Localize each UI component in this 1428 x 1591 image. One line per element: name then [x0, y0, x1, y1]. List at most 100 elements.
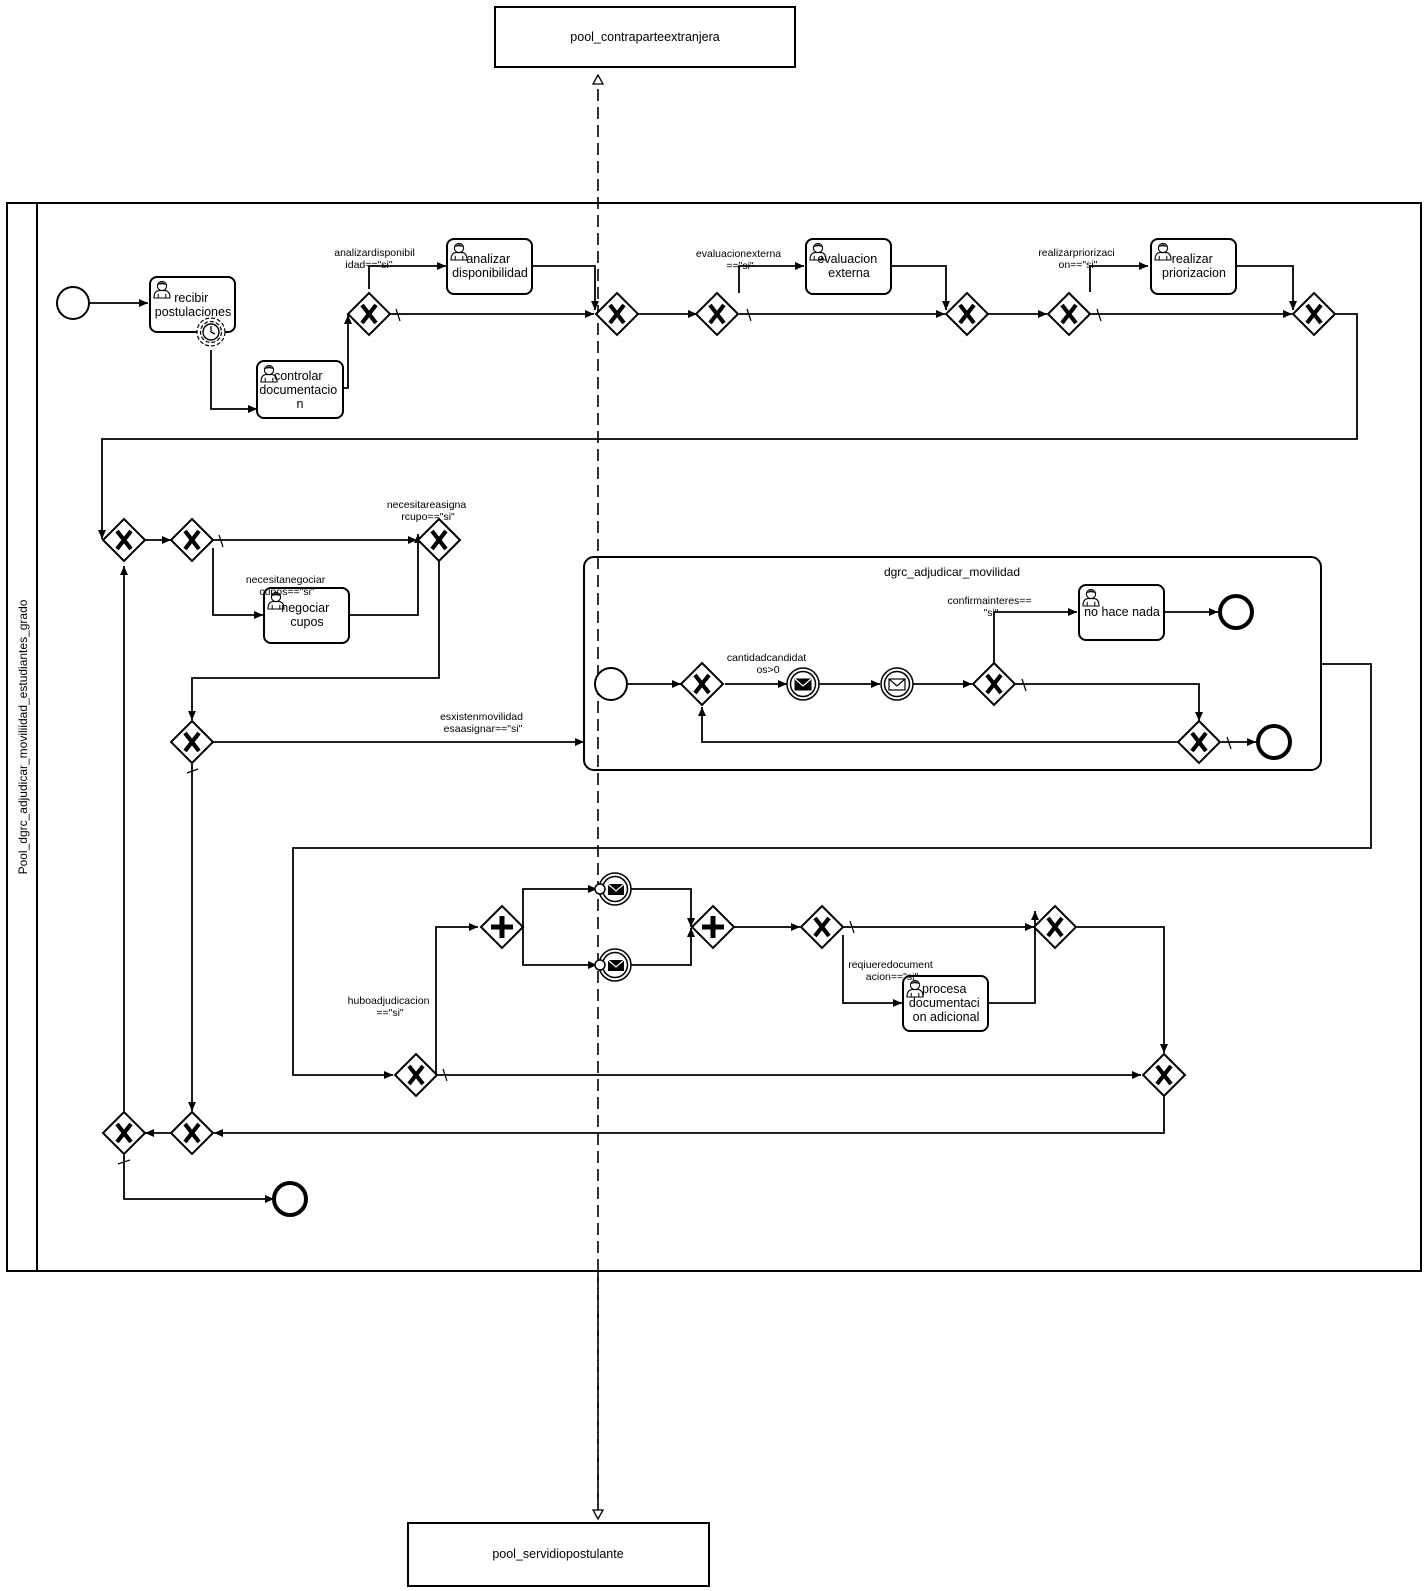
message-throw-event[interactable] — [786, 667, 820, 701]
x-icon — [430, 529, 448, 551]
clock-icon — [202, 323, 220, 341]
task-negociar-cupos[interactable]: negociar cupos — [263, 587, 350, 644]
task-label: recibir — [174, 291, 208, 305]
task-controlar-documentacion[interactable]: controlar documentacio n — [256, 360, 344, 419]
exclusive-gateway[interactable] — [169, 517, 215, 563]
parallel-gateway[interactable] — [479, 904, 525, 950]
condition-label: evaluacionexterna =="si" — [696, 248, 784, 272]
svg-text:no hace nada: no hace nada — [1084, 605, 1160, 619]
task-label: evaluacion — [817, 252, 877, 266]
plus-icon — [702, 916, 724, 938]
exclusive-gateway[interactable] — [346, 291, 392, 337]
envelope-filled-icon — [607, 883, 625, 895]
condition-label: confirmainteres== "si" — [948, 595, 1035, 619]
envelope-filled-icon — [794, 678, 812, 691]
subprocess-end-event-2[interactable] — [1256, 724, 1292, 760]
svg-text:realizar priorizacion: realizar priorizacion — [1162, 252, 1226, 280]
svg-text:negociar cupos: negociar cupos — [281, 601, 332, 629]
task-evaluacion-externa[interactable]: evaluacion externa — [805, 238, 892, 295]
x-icon — [407, 1064, 425, 1086]
default-flow-markers — [117, 308, 1232, 1165]
condition-label: huboadjudicacion =="si" — [348, 995, 433, 1019]
x-icon — [1305, 303, 1323, 325]
condition-label: reqiueredocument acion=="si" — [848, 959, 936, 983]
task-label: controlar — [274, 369, 323, 383]
pool-contraparte-extranjera: pool_contraparteextranjera — [494, 6, 796, 68]
exclusive-gateways — [101, 291, 1337, 1156]
x-icon — [1060, 303, 1078, 325]
task-label: analizar — [466, 252, 510, 266]
exclusive-gateway[interactable] — [679, 661, 725, 707]
task-label: postulaciones — [155, 305, 231, 319]
message-throw-event-lower[interactable] — [594, 948, 632, 982]
exclusive-gateway[interactable] — [971, 661, 1017, 707]
message-throw-event-upper[interactable] — [594, 872, 632, 906]
parallel-gateway[interactable] — [690, 904, 736, 950]
task-label: externa — [828, 266, 870, 280]
task-label: realizar — [1172, 252, 1213, 266]
svg-text:evaluacion externa: evaluacion externa — [817, 252, 880, 280]
condition-label: necesitanegociar cupos=="si" — [246, 574, 328, 598]
start-event[interactable] — [56, 286, 90, 320]
x-icon — [608, 303, 626, 325]
exclusive-gateway[interactable] — [944, 291, 990, 337]
x-icon — [115, 1122, 133, 1144]
task-recibir-postulaciones[interactable]: recibir postulaciones — [149, 276, 236, 347]
task-no-hace-nada[interactable]: no hace nada — [1078, 584, 1165, 641]
condition-labels: analizardisponibil idad=="si" evaluacion… — [246, 247, 1117, 1019]
subprocess-title: dgrc_adjudicar_movilidad — [884, 565, 1020, 579]
sequence-flows — [90, 262, 1372, 1203]
x-icon — [708, 303, 726, 325]
exclusive-gateway[interactable] — [393, 1052, 439, 1098]
task-label: documentaci — [909, 996, 980, 1010]
x-icon — [958, 303, 976, 325]
message-catch-event[interactable] — [880, 667, 914, 701]
condition-label: realizarpriorizaci on=="si" — [1038, 247, 1117, 271]
exclusive-gateway[interactable] — [101, 1110, 147, 1156]
end-event[interactable] — [272, 1181, 308, 1217]
task-analizar-disponibilidad[interactable]: analizar disponibilidad — [446, 238, 533, 295]
svg-text:analizar disponibilidad: analizar disponibilidad — [452, 252, 528, 280]
task-realizar-priorizacion[interactable]: realizar priorizacion — [1150, 238, 1237, 295]
x-icon — [693, 673, 711, 695]
exclusive-gateway[interactable] — [169, 719, 215, 765]
x-icon — [183, 1122, 201, 1144]
svg-text:controlar documentacio: controlar documentacio n — [259, 369, 340, 411]
subprocess-end-event-1[interactable] — [1218, 594, 1254, 630]
pool-servidio-postulante: pool_servidiopostulante — [407, 1522, 710, 1587]
task-label: documentacio — [259, 383, 337, 397]
condition-label: esxistenmovilidad esaasignar=="si" — [440, 711, 526, 735]
exclusive-gateway[interactable] — [416, 517, 462, 563]
exclusive-gateway[interactable] — [1032, 904, 1078, 950]
x-icon — [183, 731, 201, 753]
envelope-filled-icon — [607, 959, 625, 971]
exclusive-gateway[interactable] — [169, 1110, 215, 1156]
exclusive-gateway[interactable] — [1141, 1052, 1187, 1098]
plus-icon — [491, 916, 513, 938]
task-label: disponibilidad — [452, 266, 528, 280]
subprocess-start-event[interactable] — [594, 667, 628, 701]
condition-label: cantidadcandidat os>0 — [727, 652, 809, 676]
parallel-gateways — [479, 904, 736, 950]
x-icon — [1046, 916, 1064, 938]
task-label: on adicional — [913, 1010, 980, 1024]
timer-boundary-event[interactable] — [196, 317, 226, 347]
x-icon — [1155, 1064, 1173, 1086]
exclusive-gateway[interactable] — [1291, 291, 1337, 337]
exclusive-gateway[interactable] — [594, 291, 640, 337]
task-label: priorizacion — [1162, 266, 1226, 280]
x-icon — [813, 916, 831, 938]
exclusive-gateway[interactable] — [101, 517, 147, 563]
task-label: n — [297, 397, 304, 411]
pool-main-label: Pool_dgrc_adjudicar_moviliidad_estudiant… — [16, 599, 30, 874]
x-icon — [183, 529, 201, 551]
exclusive-gateway[interactable] — [1046, 291, 1092, 337]
exclusive-gateway[interactable] — [694, 291, 740, 337]
task-label: procesa — [922, 982, 967, 996]
exclusive-gateway[interactable] — [1176, 719, 1222, 765]
condition-label: analizardisponibil idad=="si" — [334, 247, 417, 271]
x-icon — [1190, 731, 1208, 753]
task-procesa-documentacion-adicional[interactable]: procesa documentaci on adicional — [902, 975, 989, 1032]
exclusive-gateway[interactable] — [799, 904, 845, 950]
